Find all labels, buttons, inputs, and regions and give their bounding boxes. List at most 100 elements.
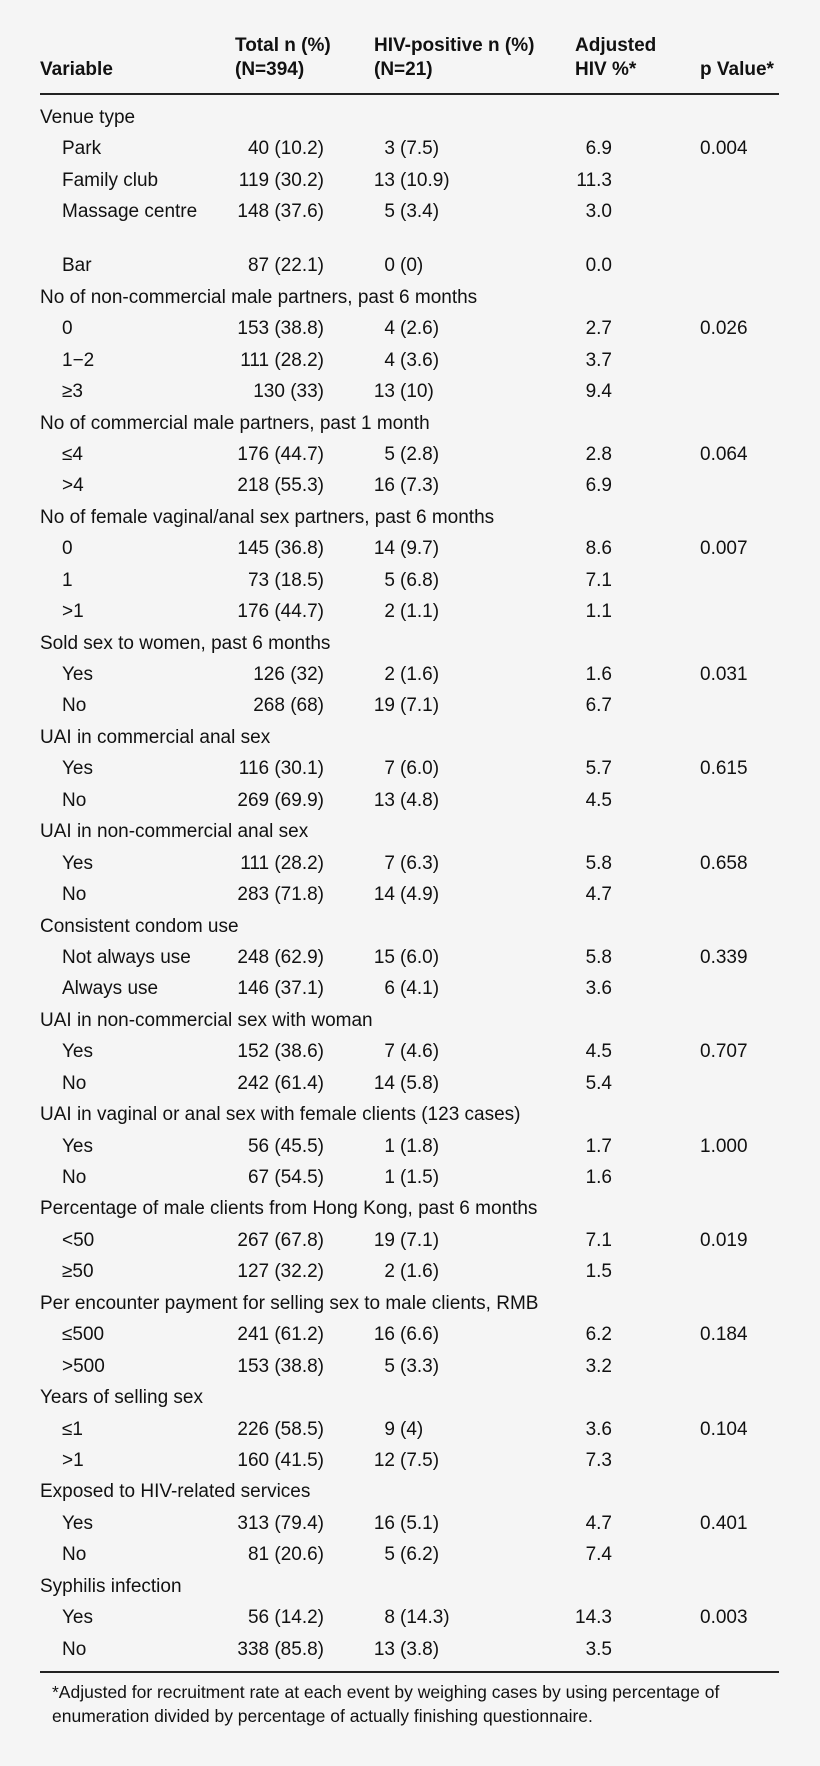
section-header-row: UAI in non-commercial anal sex <box>0 816 820 847</box>
section-header-row: No of female vaginal/anal sex partners, … <box>0 502 820 533</box>
adjusted-hiv-pct: 3.5 <box>585 1638 612 1660</box>
hiv-positive-n: 8 <box>384 1607 395 1629</box>
adjusted-hiv-pct: 3.6 <box>585 978 612 1000</box>
total-n-pct: 67 (54.5) <box>247 1167 324 1188</box>
hiv-positive-pct: (6.2) <box>400 1544 440 1566</box>
p-value: 0.003 <box>700 1607 748 1629</box>
row-variable: No <box>62 1167 87 1188</box>
total-n-pct: 40 (10.2) <box>247 138 324 160</box>
row-variable: 1−2 <box>62 349 95 371</box>
section-label: Per encounter payment for selling sex to… <box>40 1292 539 1314</box>
p-value: 0.658 <box>700 852 748 874</box>
hiv-positive-pct: (7.5) <box>400 1449 440 1471</box>
section-label: Percentage of male clients from Hong Kon… <box>40 1198 538 1220</box>
total-n-pct: 267 (67.8) <box>237 1229 324 1251</box>
hiv-positive-n: 14 <box>373 884 395 906</box>
section-header-row: Syphilis infection <box>0 1571 820 1602</box>
row-variable: Yes <box>62 1041 93 1063</box>
hiv-positive-n: 13 <box>373 789 395 811</box>
adjusted-hiv-pct: 5.8 <box>585 946 612 968</box>
row-variable: No <box>62 789 87 811</box>
row-variable: Bar <box>62 255 92 277</box>
total-n-pct: 269 (69.9) <box>237 789 324 811</box>
row-variable: 0 <box>62 318 73 340</box>
hiv-positive-n: 5 <box>384 1355 395 1377</box>
hiv-positive-n: 19 <box>373 695 395 717</box>
row-variable: Yes <box>62 1607 93 1629</box>
hiv-positive-n: 2 <box>384 601 395 623</box>
adjusted-hiv-pct: 6.7 <box>585 695 612 717</box>
total-n-pct: 56 (45.5) <box>247 1135 324 1157</box>
hiv-positive-n: 16 <box>373 475 395 497</box>
section-label: Years of selling sex <box>40 1387 204 1409</box>
section-header-row: Exposed to HIV-related services <box>0 1476 820 1507</box>
header-adjusted-line2: HIV %* <box>575 59 637 80</box>
adjusted-hiv-pct: 0.0 <box>585 255 612 277</box>
hiv-positive-pct: (9.7) <box>400 538 440 560</box>
total-n-pct: 145 (36.8) <box>237 538 324 560</box>
total-n-pct: 283 (71.8) <box>237 884 324 906</box>
hiv-positive-pct: (10.9) <box>400 169 450 191</box>
section-label: Venue type <box>40 107 136 128</box>
hiv-positive-n: 13 <box>373 381 395 403</box>
p-value: 0.339 <box>700 946 748 968</box>
row-variable: >1 <box>62 1449 84 1471</box>
total-n-pct: 126 (32) <box>253 664 324 685</box>
section-label: UAI in vaginal or anal sex with female c… <box>40 1104 521 1126</box>
header-p-value: p Value* <box>700 59 774 80</box>
section-header-row: No of commercial male partners, past 1 m… <box>0 408 820 439</box>
adjusted-hiv-pct: 5.4 <box>585 1072 612 1094</box>
hiv-positive-pct: (1.8) <box>400 1135 440 1157</box>
hiv-positive-pct: (3.3) <box>400 1355 440 1377</box>
section-header-row: Years of selling sex <box>0 1382 820 1413</box>
hiv-positive-pct: (6.6) <box>400 1324 440 1346</box>
section-label: Exposed to HIV-related services <box>40 1481 311 1503</box>
adjusted-hiv-pct: 2.8 <box>585 443 612 465</box>
hiv-positive-n: 7 <box>384 1041 395 1063</box>
hiv-positive-n: 7 <box>384 758 395 780</box>
hiv-positive-pct: (7.3) <box>400 475 440 497</box>
row-variable: ≥50 <box>62 1261 94 1283</box>
section-header-row: UAI in commercial anal sex <box>0 722 820 753</box>
total-n-pct: 87 (22.1) <box>247 255 324 277</box>
adjusted-hiv-pct: 7.1 <box>585 1229 612 1251</box>
hiv-positive-n: 5 <box>384 569 395 591</box>
hiv-positive-pct: (3.6) <box>400 349 440 371</box>
hiv-positive-pct: (4.8) <box>400 789 440 811</box>
header-total-line2: (N=394) <box>235 59 305 80</box>
adjusted-hiv-pct: 1.7 <box>585 1135 612 1157</box>
total-n-pct: 160 (41.5) <box>237 1449 324 1471</box>
section-label: Sold sex to women, past 6 months <box>40 632 331 654</box>
header-hiv-line1: HIV-positive n (%) <box>374 35 535 56</box>
section-label: UAI in non-commercial sex with woman <box>40 1009 373 1031</box>
header-hiv-line2: (N=21) <box>374 59 433 80</box>
hiv-positive-pct: (7.5) <box>400 138 440 160</box>
adjusted-hiv-pct: 4.7 <box>585 884 612 906</box>
adjusted-hiv-pct: 4.7 <box>585 1512 612 1534</box>
total-n-pct: 127 (32.2) <box>237 1261 324 1283</box>
adjusted-hiv-pct: 1.6 <box>585 664 612 685</box>
hiv-positive-n: 19 <box>373 1229 395 1251</box>
hiv-positive-pct: (4.1) <box>400 978 440 1000</box>
adjusted-hiv-pct: 6.9 <box>585 138 612 160</box>
p-value: 0.026 <box>700 318 748 340</box>
row-variable: Yes <box>62 1512 93 1534</box>
p-value: 0.184 <box>700 1324 748 1346</box>
total-n-pct: 111 (28.2) <box>240 852 324 874</box>
adjusted-hiv-pct: 6.9 <box>585 475 612 497</box>
section-header-row: UAI in non-commercial sex with woman <box>0 1005 820 1036</box>
row-variable: Always use <box>62 978 159 1000</box>
total-n-pct: 226 (58.5) <box>237 1418 324 1440</box>
section-header-row: Consistent condom use <box>0 911 820 942</box>
